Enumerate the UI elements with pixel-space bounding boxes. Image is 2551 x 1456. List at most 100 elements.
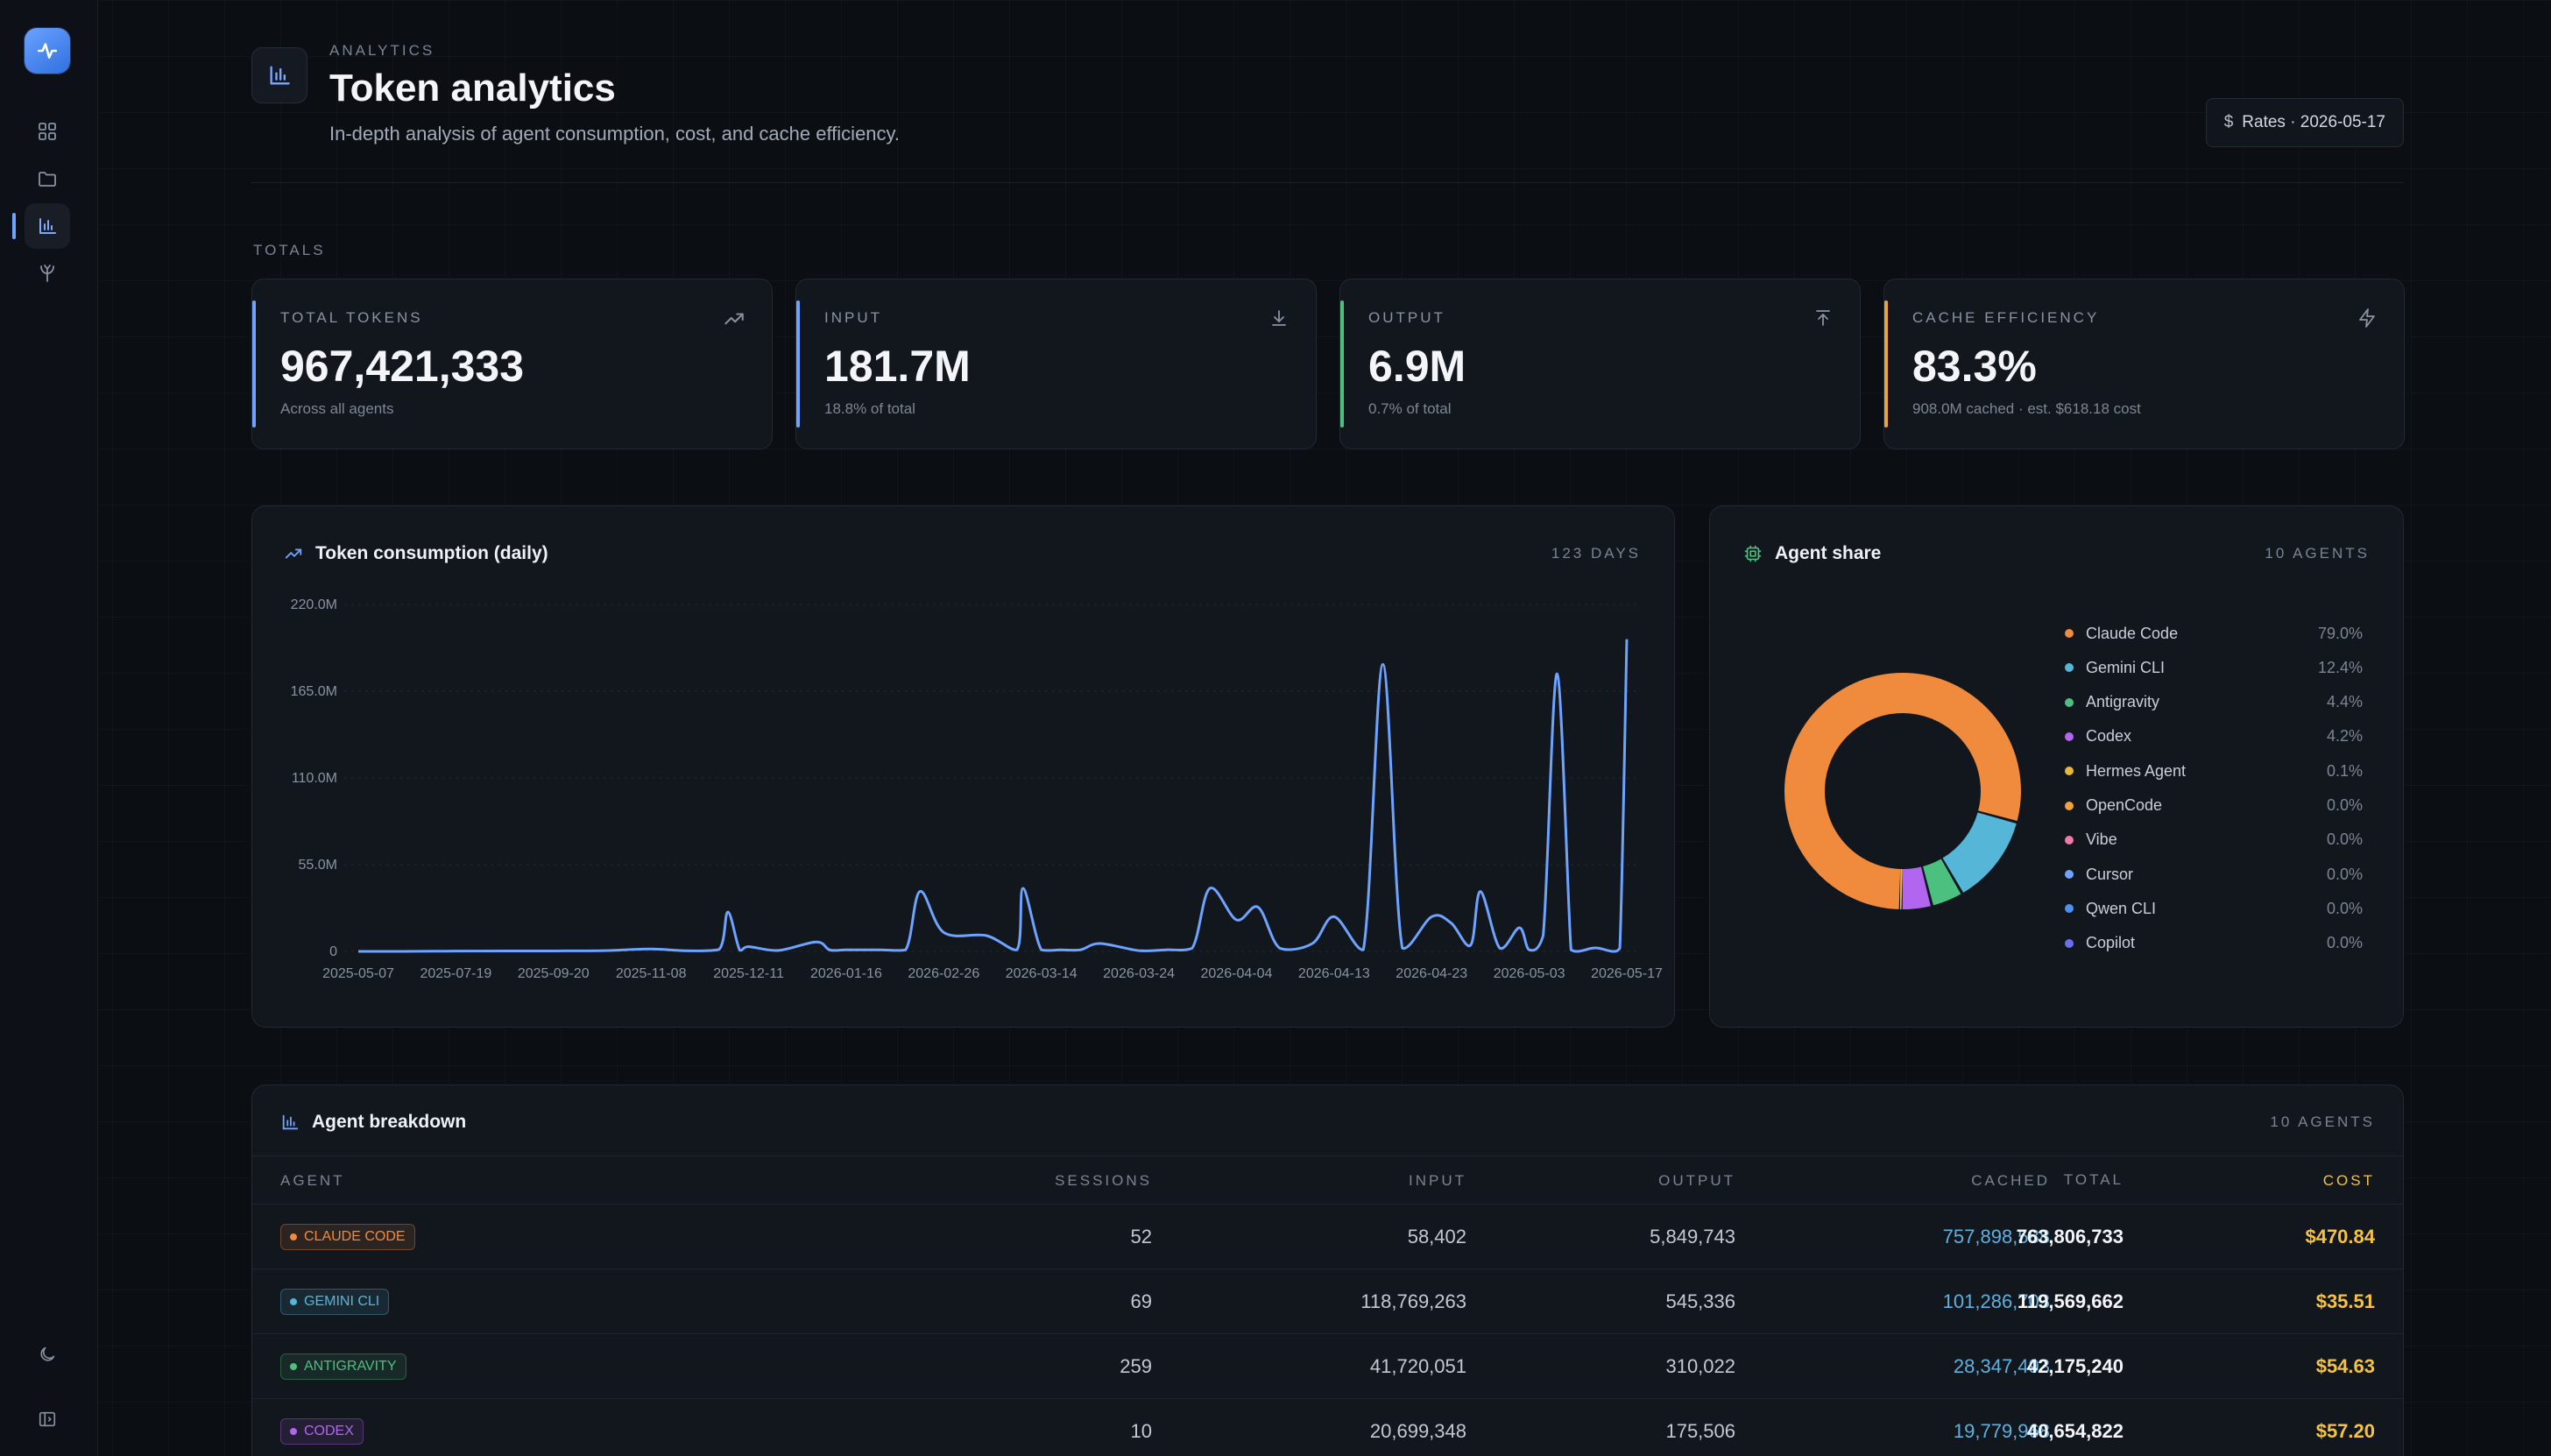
donut-slice (1784, 673, 2021, 909)
legend-item[interactable]: Antigravity 4.4% (2065, 689, 2363, 716)
legend-dot (2065, 697, 2074, 707)
stat-card-output: OUTPUT 6.9M 0.7% of total (1339, 279, 1861, 449)
x-tick-label: 2026-03-24 (1103, 966, 1175, 981)
sidebar-item-projects[interactable] (25, 156, 70, 201)
activity-icon (37, 43, 58, 59)
output-cell: 5,849,743 (1650, 1226, 1735, 1247)
legend-name: Gemini CLI (2086, 658, 2166, 676)
legend-percent: 0.1% (2326, 761, 2363, 780)
grid-icon (39, 123, 56, 140)
y-tick-label: 110.0M (292, 771, 337, 786)
stat-subtext: 908.0M cached · est. $618.18 cost (1912, 400, 2141, 417)
agent-badge: CODEX (280, 1418, 364, 1445)
legend-percent: 0.0% (2326, 899, 2363, 917)
upload-icon (1816, 310, 1830, 326)
sessions-cell: 259 (1120, 1355, 1152, 1377)
legend-name: Antigravity (2086, 693, 2160, 711)
agent-share-donut (1784, 673, 2021, 910)
legend-item[interactable]: Cursor 0.0% (2065, 861, 2363, 887)
active-nav-indicator (12, 213, 16, 239)
legend-dot (2065, 938, 2074, 948)
token-consumption-panel: Token consumption (daily) 123 DAYS 0 55.0… (251, 505, 1675, 1028)
legend-item[interactable]: Vibe 0.0% (2065, 827, 2363, 853)
y-tick-label: 55.0M (299, 858, 337, 873)
stat-subtext: 0.7% of total (1368, 400, 1452, 417)
trident-icon (40, 265, 54, 282)
agent-breakdown-panel: Agent breakdown 10 AGENTS AGENT SESSIONS… (251, 1085, 2404, 1456)
column-header-output[interactable]: OUTPUT (1658, 1172, 1735, 1189)
output-cell: 310,022 (1665, 1355, 1735, 1377)
cached-cell: 101,286,703 (1942, 1290, 2050, 1312)
table-header: AGENT SESSIONS INPUT OUTPUT CACHED COST (252, 1156, 2403, 1205)
legend-item[interactable]: Codex 4.2% (2065, 724, 2363, 750)
agent-name: CODEX (304, 1424, 354, 1438)
input-cell: 118,769,263 (1360, 1290, 1466, 1312)
legend-percent: 4.2% (2326, 727, 2363, 746)
panel-title-text: Token consumption (daily) (315, 543, 548, 563)
cost-cell: $470.84 (2305, 1226, 2375, 1247)
x-tick-label: 2026-05-17 (1591, 966, 1663, 981)
legend-item[interactable]: Claude Code 79.0% (2065, 620, 2363, 647)
stat-value: 181.7M (824, 342, 971, 391)
stat-accent-bar (1340, 300, 1344, 428)
legend-item[interactable]: Hermes Agent 0.1% (2065, 758, 2363, 784)
folder-icon (39, 172, 56, 187)
legend-dot (2065, 904, 2074, 914)
legend-item[interactable]: Qwen CLI 0.0% (2065, 895, 2363, 922)
legend-item[interactable]: Copilot 0.0% (2065, 930, 2363, 957)
legend-dot (2065, 801, 2074, 810)
page-icon (251, 47, 307, 103)
theme-toggle-button[interactable] (25, 1332, 70, 1377)
sidebar-item-agents[interactable] (25, 251, 70, 296)
agent-color-dot (290, 1363, 297, 1370)
rates-label: Rates · 2026-05-17 (2242, 113, 2385, 131)
zap-icon (2359, 308, 2375, 328)
legend-item[interactable]: OpenCode 0.0% (2065, 793, 2363, 819)
legend-percent: 0.0% (2326, 865, 2363, 883)
table-row[interactable]: CLAUDE CODE 52 58,402 5,849,743 757,898,… (252, 1205, 2403, 1269)
sessions-cell: 52 (1130, 1226, 1152, 1247)
y-tick-label: 165.0M (291, 684, 337, 699)
column-header-total[interactable]: TOTAL (2063, 1171, 2123, 1188)
panel-title: Agent breakdown (280, 1112, 466, 1133)
page-title: Token analytics (329, 67, 616, 110)
totals-section-label: TOTALS (253, 242, 326, 258)
table-row[interactable]: CODEX 10 20,699,348 175,506 19,779,968 4… (252, 1399, 2403, 1456)
column-header-input[interactable]: INPUT (1409, 1172, 1466, 1189)
output-cell: 175,506 (1665, 1420, 1735, 1442)
x-tick-label: 2025-09-20 (518, 966, 590, 981)
panel-title: Token consumption (daily) (284, 543, 548, 564)
y-tick-label: 0 (329, 944, 337, 959)
donut-slice (1902, 866, 1931, 910)
stat-label: TOTAL TOKENS (280, 309, 423, 326)
column-header-sessions[interactable]: SESSIONS (1055, 1172, 1152, 1189)
table-row[interactable]: GEMINI CLI 69 118,769,263 545,336 101,28… (252, 1269, 2403, 1334)
cost-cell: $35.51 (2315, 1290, 2375, 1312)
legend-dot (2065, 663, 2074, 673)
collapse-sidebar-button[interactable] (25, 1396, 70, 1442)
legend-percent: 0.0% (2326, 934, 2363, 952)
column-header-cost[interactable]: COST (2322, 1172, 2375, 1189)
column-header-agent[interactable]: AGENT (280, 1172, 345, 1189)
legend-percent: 79.0% (2317, 624, 2363, 642)
legend-name: Copilot (2086, 934, 2136, 952)
legend-percent: 0.0% (2326, 830, 2363, 849)
input-cell: 41,720,051 (1369, 1355, 1466, 1377)
legend-dot (2065, 870, 2074, 880)
legend-name: Claude Code (2086, 624, 2179, 642)
legend-item[interactable]: Gemini CLI 12.4% (2065, 654, 2363, 681)
x-tick-label: 2026-04-13 (1298, 966, 1370, 981)
sidebar-item-dashboard[interactable] (25, 109, 70, 154)
total-cell: 763,806,733 (2016, 1226, 2123, 1247)
rates-button[interactable]: $ Rates · 2026-05-17 (2205, 98, 2404, 147)
column-header-cached[interactable]: CACHED (1971, 1172, 2050, 1189)
sidebar-item-analytics[interactable] (25, 203, 70, 249)
download-icon (1272, 310, 1286, 326)
app-logo[interactable] (25, 28, 70, 74)
sessions-cell: 69 (1130, 1290, 1152, 1312)
legend-name: Qwen CLI (2086, 899, 2157, 917)
input-cell: 58,402 (1407, 1226, 1466, 1247)
table-row[interactable]: ANTIGRAVITY 259 41,720,051 310,022 28,34… (252, 1334, 2403, 1399)
cost-cell: $54.63 (2315, 1355, 2375, 1377)
stat-value: 967,421,333 (280, 342, 525, 391)
